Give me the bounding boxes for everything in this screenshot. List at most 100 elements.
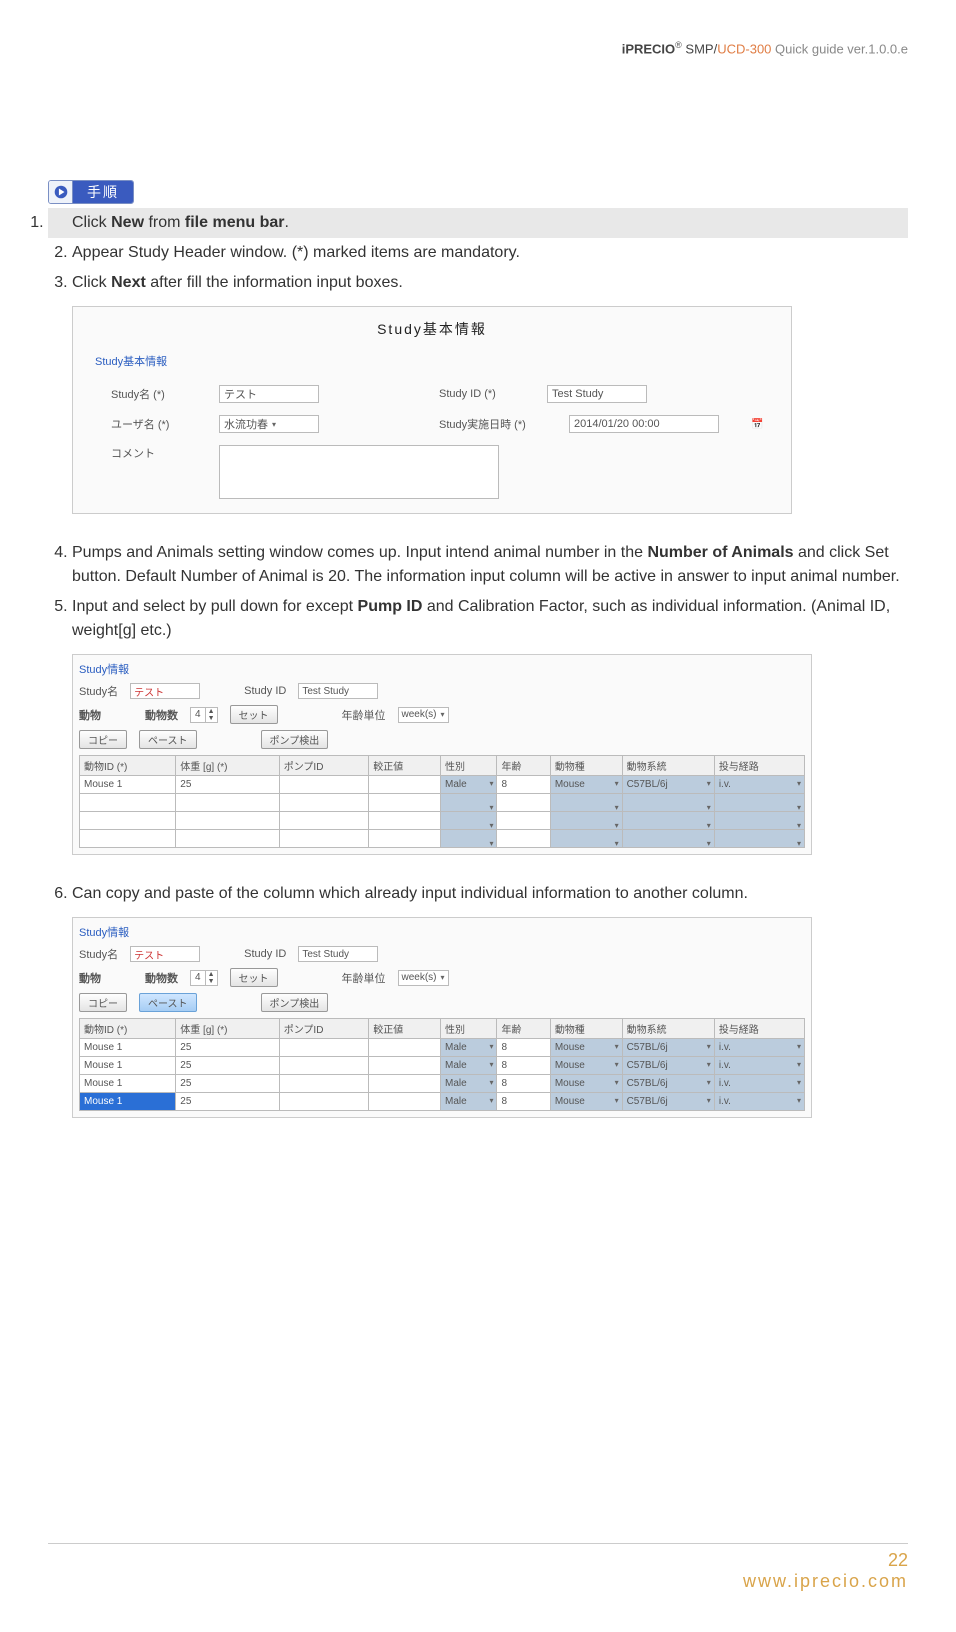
ss1-user-input[interactable]: 水流功春▾ <box>219 415 319 433</box>
cell[interactable]: 25 <box>176 1057 279 1075</box>
play-icon <box>49 181 73 203</box>
cell[interactable]: Male <box>441 1039 497 1057</box>
cell-route[interactable]: i.v. <box>714 776 804 794</box>
table-row[interactable]: Mouse 125 Male8MouseC57BL/6ji.v. <box>80 1075 805 1093</box>
ss3-studyname-val: テスト <box>130 946 200 962</box>
ss2-animal-label: 動物 <box>79 707 101 723</box>
step-4: Pumps and Animals setting window comes u… <box>72 538 908 592</box>
cell[interactable]: 8 <box>497 1057 550 1075</box>
cell[interactable] <box>279 1039 369 1057</box>
ss1-studyname-input[interactable]: テスト <box>219 385 319 403</box>
ss3-ageunit-select[interactable]: week(s) ▾ <box>398 970 449 986</box>
col-weight: 体重 [g] (*) <box>176 1019 279 1039</box>
cell[interactable]: Male <box>441 1075 497 1093</box>
ss1-studyid-input[interactable]: Test Study <box>547 385 647 403</box>
cell-wt[interactable]: 25 <box>176 776 279 794</box>
table-row-selected[interactable]: Mouse 125 Male8MouseC57BL/6ji.v. <box>80 1093 805 1111</box>
ss2-paste-button[interactable]: ペースト <box>139 730 197 749</box>
ss1-date-input[interactable]: 2014/01/20 00:00 <box>569 415 719 433</box>
ss1-comment-input[interactable] <box>219 445 499 499</box>
cell[interactable] <box>279 1093 369 1111</box>
ss3-set-button[interactable]: セット <box>230 968 278 987</box>
ss2-ageunit-select[interactable]: week(s)▾ <box>398 707 449 723</box>
ss3-count-spinner[interactable]: 4▲▼ <box>190 970 218 986</box>
ss2-count-spinner[interactable]: 4▲▼ <box>190 707 218 723</box>
ss3-copy-button[interactable]: コピー <box>79 993 127 1012</box>
table-row[interactable]: Mouse 1 25 Male 8 Mouse C57BL/6j i.v. <box>80 776 805 794</box>
cell[interactable]: Mouse <box>550 1057 622 1075</box>
cell[interactable]: C57BL/6j <box>622 1075 714 1093</box>
cell[interactable]: 25 <box>176 1093 279 1111</box>
step1-e: . <box>284 214 288 231</box>
ss3-animal-label: 動物 <box>79 970 101 986</box>
table-row[interactable] <box>80 812 805 830</box>
cell[interactable]: C57BL/6j <box>622 1093 714 1111</box>
ss3-studyid-val: Test Study <box>298 946 378 962</box>
cell[interactable] <box>279 1057 369 1075</box>
cell[interactable]: Male <box>441 1093 497 1111</box>
ss2-studyid-val: Test Study <box>298 683 378 699</box>
cell[interactable]: i.v. <box>714 1039 804 1057</box>
ss2-studyname-label: Study名 <box>79 683 118 699</box>
cell[interactable] <box>369 1057 441 1075</box>
cell-strain[interactable]: C57BL/6j <box>622 776 714 794</box>
table-header-row: 動物ID (*) 体重 [g] (*) ポンプID 較正値 性別 年齢 動物種 … <box>80 1019 805 1039</box>
cell[interactable]: Mouse 1 <box>80 1093 176 1111</box>
cell-sp[interactable]: Mouse <box>550 776 622 794</box>
cell[interactable]: Mouse 1 <box>80 1075 176 1093</box>
cell[interactable]: Male <box>441 1057 497 1075</box>
cell-age[interactable]: 8 <box>497 776 550 794</box>
ss3-table: 動物ID (*) 体重 [g] (*) ポンプID 較正値 性別 年齢 動物種 … <box>79 1018 805 1111</box>
ss3-pump-button[interactable]: ポンプ検出 <box>261 993 329 1012</box>
cell[interactable]: 8 <box>497 1093 550 1111</box>
spinner-arrows-icon[interactable]: ▲▼ <box>205 971 217 985</box>
cell[interactable] <box>369 1093 441 1111</box>
cell[interactable]: 8 <box>497 1075 550 1093</box>
cell[interactable]: Mouse <box>550 1039 622 1057</box>
cell[interactable]: C57BL/6j <box>622 1057 714 1075</box>
cell[interactable]: Mouse 1 <box>80 1057 176 1075</box>
table-row[interactable] <box>80 794 805 812</box>
ss3-paste-button[interactable]: ペースト <box>139 993 197 1012</box>
cell[interactable]: 8 <box>497 1039 550 1057</box>
ss2-info-label: Study情報 <box>79 661 805 677</box>
cell[interactable] <box>369 1075 441 1093</box>
ss3-ageunit-val: week(s) <box>402 972 437 983</box>
badge-text: 手順 <box>73 181 133 203</box>
col-animalid: 動物ID (*) <box>80 756 176 776</box>
footer-url: www.iprecio.com <box>48 1571 908 1592</box>
cell[interactable]: i.v. <box>714 1075 804 1093</box>
ss2-copy-button[interactable]: コピー <box>79 730 127 749</box>
cell-calib[interactable] <box>369 776 441 794</box>
cell[interactable]: Mouse <box>550 1075 622 1093</box>
step5-b: Pump ID <box>358 598 423 615</box>
cell-id[interactable]: Mouse 1 <box>80 776 176 794</box>
step-5: Input and select by pull down for except… <box>72 592 908 646</box>
cell[interactable]: Mouse 1 <box>80 1039 176 1057</box>
table-row[interactable]: Mouse 125 Male8MouseC57BL/6ji.v. <box>80 1039 805 1057</box>
cell[interactable]: i.v. <box>714 1093 804 1111</box>
step3-c: after fill the information input boxes. <box>146 274 403 291</box>
cell[interactable]: 25 <box>176 1039 279 1057</box>
ss1-title: Study基本情報 <box>81 315 783 349</box>
chevron-down-icon: ▾ <box>441 973 445 982</box>
cell[interactable]: C57BL/6j <box>622 1039 714 1057</box>
cell-pump[interactable] <box>279 776 369 794</box>
table-row[interactable]: Mouse 125 Male8MouseC57BL/6ji.v. <box>80 1057 805 1075</box>
step-list-3: Can copy and paste of the column which a… <box>48 879 908 909</box>
ss2-table: 動物ID (*) 体重 [g] (*) ポンプID 較正値 性別 年齢 動物種 … <box>79 755 805 848</box>
page-footer: 22 www.iprecio.com <box>48 1543 908 1592</box>
cell-sex[interactable]: Male <box>441 776 497 794</box>
ss2-set-button[interactable]: セット <box>230 705 278 724</box>
ss2-pump-button[interactable]: ポンプ検出 <box>261 730 329 749</box>
step4-a: Pumps and Animals setting window comes u… <box>72 544 647 561</box>
cell[interactable]: i.v. <box>714 1057 804 1075</box>
cell[interactable]: Mouse <box>550 1093 622 1111</box>
table-row[interactable] <box>80 830 805 848</box>
calendar-icon[interactable]: 📅 <box>751 419 763 430</box>
cell[interactable] <box>369 1039 441 1057</box>
ss3-count-val: 4 <box>191 972 205 983</box>
spinner-arrows-icon[interactable]: ▲▼ <box>205 708 217 722</box>
cell[interactable]: 25 <box>176 1075 279 1093</box>
cell[interactable] <box>279 1075 369 1093</box>
